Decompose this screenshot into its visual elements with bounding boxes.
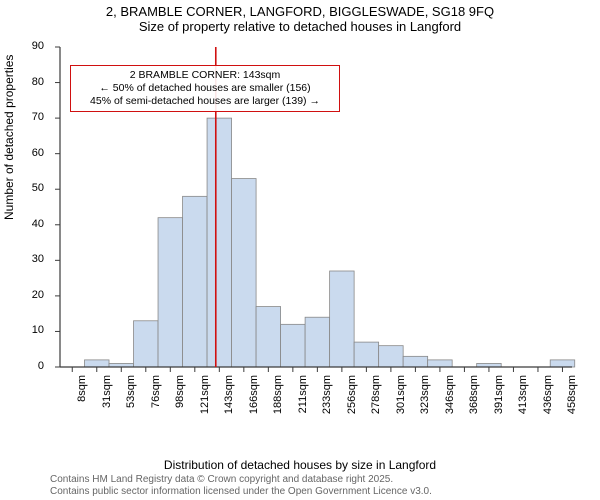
histogram-bar [428, 360, 453, 367]
y-tick-label: 80 [20, 76, 44, 88]
chart-title-desc: Size of property relative to detached ho… [0, 19, 600, 34]
x-tick-label: 413sqm [517, 375, 529, 425]
annotation-line-2: ← 50% of detached houses are smaller (15… [77, 82, 333, 95]
y-tick-label: 0 [20, 360, 44, 372]
x-tick-label: 8sqm [76, 375, 88, 425]
chart-title-address: 2, BRAMBLE CORNER, LANGFORD, BIGGLESWADE… [0, 0, 600, 19]
annotation-line-1: 2 BRAMBLE CORNER: 143sqm [77, 69, 333, 82]
x-tick-label: 256sqm [346, 375, 358, 425]
y-tick-label: 70 [20, 111, 44, 123]
attribution-footer: Contains HM Land Registry data © Crown c… [50, 474, 590, 498]
y-tick-label: 90 [20, 40, 44, 52]
x-tick-label: 76sqm [150, 375, 162, 425]
footer-line-2: Contains public sector information licen… [50, 486, 590, 498]
histogram-bar [403, 356, 428, 367]
y-tick-label: 40 [20, 218, 44, 230]
y-tick-label: 30 [20, 253, 44, 265]
x-axis-label: Distribution of detached houses by size … [0, 458, 600, 472]
x-tick-label: 436sqm [542, 375, 554, 425]
x-tick-label: 121sqm [199, 375, 211, 425]
histogram-bar [183, 196, 208, 367]
plot-area: 01020304050607080908sqm31sqm53sqm76sqm98… [50, 42, 582, 397]
y-axis-label: Number of detached properties [2, 55, 16, 220]
x-tick-label: 391sqm [493, 375, 505, 425]
x-tick-label: 211sqm [297, 375, 309, 425]
y-tick-label: 20 [20, 289, 44, 301]
histogram-bar [330, 271, 355, 367]
x-tick-label: 458sqm [566, 375, 578, 425]
x-tick-label: 143sqm [223, 375, 235, 425]
histogram-bar [550, 360, 575, 367]
histogram-bar [85, 360, 110, 367]
histogram-bar [305, 317, 330, 367]
x-tick-label: 323sqm [419, 375, 431, 425]
chart-container: 2, BRAMBLE CORNER, LANGFORD, BIGGLESWADE… [0, 0, 600, 500]
x-tick-label: 301sqm [395, 375, 407, 425]
y-tick-label: 60 [20, 147, 44, 159]
histogram-bar [256, 307, 281, 367]
histogram-bar [379, 346, 404, 367]
y-tick-label: 50 [20, 182, 44, 194]
histogram-bar [232, 179, 257, 367]
x-tick-label: 53sqm [125, 375, 137, 425]
y-tick-label: 10 [20, 324, 44, 336]
x-tick-label: 98sqm [174, 375, 186, 425]
histogram-bar [158, 218, 183, 367]
annotation-line-3: 45% of semi-detached houses are larger (… [77, 95, 333, 108]
x-tick-label: 278sqm [370, 375, 382, 425]
histogram-bar [281, 324, 306, 367]
x-tick-label: 188sqm [272, 375, 284, 425]
histogram-bar [134, 321, 159, 367]
chart-titles: 2, BRAMBLE CORNER, LANGFORD, BIGGLESWADE… [0, 0, 600, 34]
histogram-bar [207, 118, 232, 367]
histogram-bar [354, 342, 379, 367]
x-tick-label: 166sqm [248, 375, 260, 425]
annotation-box: 2 BRAMBLE CORNER: 143sqm← 50% of detache… [70, 65, 340, 112]
x-tick-label: 31sqm [101, 375, 113, 425]
x-tick-label: 346sqm [444, 375, 456, 425]
x-tick-label: 233sqm [321, 375, 333, 425]
x-tick-label: 368sqm [468, 375, 480, 425]
footer-line-1: Contains HM Land Registry data © Crown c… [50, 474, 590, 486]
